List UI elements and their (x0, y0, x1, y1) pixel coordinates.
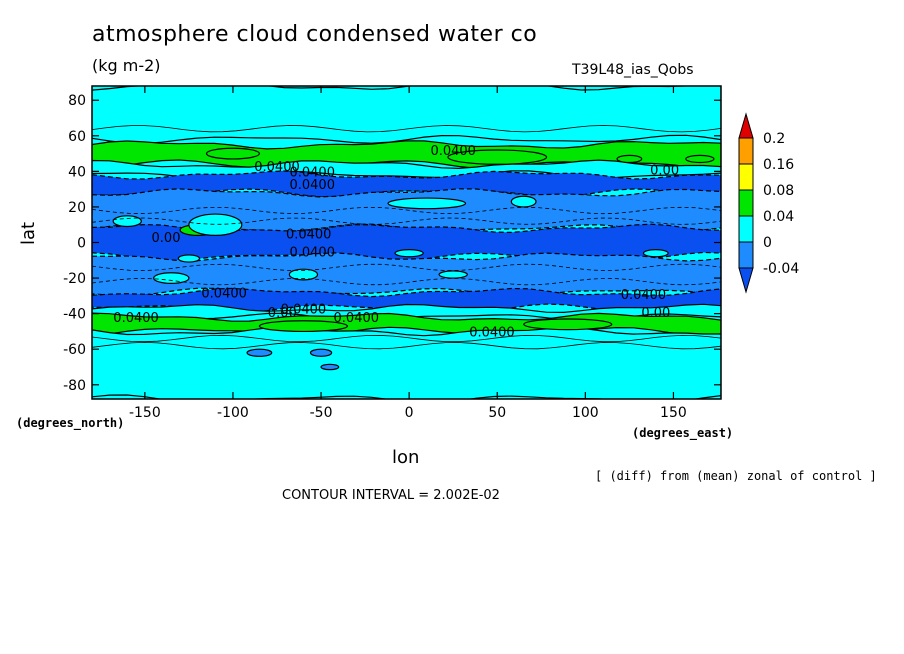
contour-label: 0.0400 (430, 144, 476, 159)
colorbar-level-label: 0.2 (763, 131, 785, 147)
band-10 (92, 326, 721, 399)
contour-lines (92, 125, 721, 350)
colorbar-level-label: 0.08 (763, 183, 794, 199)
contour-label: 0.0400 (289, 245, 335, 260)
x-axis-label: lon (392, 447, 420, 468)
patch-13 (320, 363, 340, 371)
contour-label: 0.0400 (286, 228, 332, 243)
x-tick-label: -50 (310, 405, 333, 421)
patch-11 (246, 348, 273, 357)
x-tick-label: 100 (572, 405, 599, 421)
patch-14 (616, 154, 643, 164)
patch-4 (112, 215, 142, 228)
contour-line-2 (92, 217, 721, 225)
y-unit-label: (degrees_north) (16, 416, 125, 430)
y-tick-label: 20 (68, 200, 86, 216)
band-0 (92, 86, 721, 145)
band-7 (92, 287, 721, 313)
contour-line-4 (92, 277, 721, 286)
contour-line-6 (92, 341, 721, 350)
y-tick-label: 40 (68, 164, 86, 180)
contour-label: 0.00 (641, 306, 670, 321)
band-3 (92, 170, 721, 198)
contour-label: 0.0400 (334, 311, 380, 326)
colorbar-level-label: -0.04 (763, 261, 799, 277)
chart-title: atmosphere cloud condensed water co (92, 22, 538, 47)
colorbar: 0.2 0.16 0.08 0.04 0 -0.04 (738, 112, 799, 294)
contour-label: 0.00 (152, 231, 181, 246)
contour-label: 0.0400 (621, 288, 667, 303)
band-5 (92, 223, 721, 262)
patch-18 (258, 320, 349, 333)
patch-12 (309, 348, 333, 357)
patch-0 (387, 197, 467, 210)
colorbar-bottom-arrow (738, 267, 754, 294)
y-tick-label: 0 (77, 236, 86, 252)
y-tick-label: 80 (68, 93, 86, 109)
colorbar-level-label: 0.16 (763, 157, 794, 173)
comparison-note: [ (diff) from (mean) zonal of control ] (595, 469, 877, 483)
contour-line-5 (92, 334, 721, 343)
colorbar-box (738, 189, 754, 217)
x-unit-label: (degrees_east) (632, 426, 734, 440)
patch-6 (394, 249, 424, 258)
colorbar-box (738, 215, 754, 243)
contour-label: 0.0400 (254, 160, 300, 175)
y-tick-label: -40 (63, 307, 86, 323)
contour-label: 0.0400 (469, 325, 515, 340)
run-label: T39L48_ias_Qobs (572, 62, 694, 78)
x-tick-label: 150 (660, 405, 687, 421)
colorbar-box (738, 241, 754, 269)
contour-line-0 (92, 125, 721, 133)
contour-interval: CONTOUR INTERVAL = 2.002E-02 (282, 488, 500, 503)
colorbar-box (738, 137, 754, 165)
contour-label: 0.0400 (289, 165, 335, 180)
contour-label: 0.0400 (201, 286, 247, 301)
colorbar-box (738, 163, 754, 191)
contour-label: 0.0400 (113, 311, 159, 326)
x-tick-label: 50 (488, 405, 506, 421)
colorbar-level-label: 0 (763, 235, 772, 251)
contour-labels: 0.04000.04000.04000.04000.000.04000.000.… (113, 144, 679, 340)
x-tick-label: -100 (217, 405, 249, 421)
patch-7 (642, 249, 669, 258)
colorbar-level-label: 0.04 (763, 209, 794, 225)
x-tick-label: -150 (129, 405, 161, 421)
y-tick-label: -80 (63, 378, 86, 394)
contour-line-1 (92, 206, 721, 215)
patch-8 (153, 272, 190, 285)
colorbar-top-arrow (738, 112, 754, 139)
contour-label: 0.00 (268, 306, 297, 321)
patch-15 (685, 154, 715, 164)
patch-17 (205, 147, 260, 160)
y-tick-label: -60 (63, 342, 86, 358)
contour-label: 0.0400 (281, 302, 327, 317)
patch-5 (177, 254, 201, 263)
patch-19 (523, 318, 613, 331)
patch-10 (438, 270, 468, 279)
axes: -150 -100 -50 0 50 100 150 -80 -60 -40 -20 0 20 40 60 8… (63, 86, 721, 421)
patch-9 (288, 268, 319, 281)
patch-3 (188, 213, 243, 236)
patch-16 (447, 149, 548, 165)
contour-label: 0.0400 (289, 178, 335, 193)
y-tick-label: 60 (68, 129, 86, 145)
patch-1 (510, 195, 537, 208)
contour-line-3 (92, 263, 721, 272)
y-tick-label: -20 (63, 271, 86, 287)
x-tick-label: 0 (405, 405, 414, 421)
contour-label: 0.00 (650, 164, 679, 179)
chart-units: (kg m-2) (92, 56, 161, 75)
